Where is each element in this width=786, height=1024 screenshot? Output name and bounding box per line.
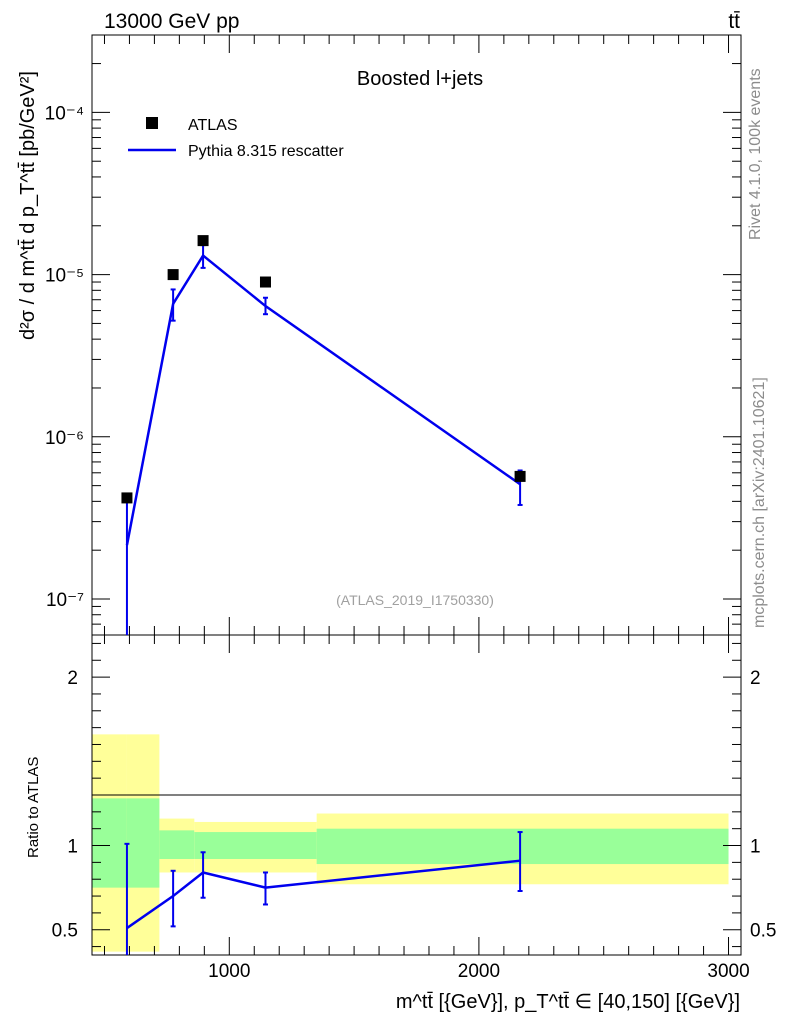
x-tick-label-3000: 3000 xyxy=(707,961,749,982)
x-tick-label-2000: 2000 xyxy=(458,961,500,982)
analysis-watermark: (ATLAS_2019_I1750330) xyxy=(336,592,494,608)
x-axis-label: m^tt̄ [{GeV}], p_T^tt̄ ∈ [40,150] [{GeV}… xyxy=(396,991,740,1013)
legend-atlas-label: ATLAS xyxy=(188,117,238,134)
y-axis-label: d²σ / d m^tt̄ d p_T^tt̄ [pb/GeV²] xyxy=(17,71,39,340)
band-green-0 xyxy=(92,798,127,888)
mc-curve xyxy=(125,253,521,546)
y-tick-label-2: 10⁻⁵ xyxy=(45,266,84,287)
legend-mc-label: Pythia 8.315 rescatter xyxy=(188,143,344,160)
atlas-data-point-3 xyxy=(259,276,271,288)
ratio-tick-label-right-2: 2 xyxy=(750,668,761,689)
legend-atlas-marker xyxy=(146,117,158,129)
ratio-axis-label: Ratio to ATLAS xyxy=(25,757,42,858)
ratio-tick-label-left-0: 0.5 xyxy=(52,921,78,942)
rivet-version-label: Rivet 4.1.0, 100k events xyxy=(747,68,764,240)
source-label: mcplots.cern.ch [arXiv:2401.10621] xyxy=(751,377,768,628)
ratio-tick-label-left-1: 1 xyxy=(67,837,78,858)
atlas-data-point-4 xyxy=(514,470,526,482)
energy-label: 13000 GeV pp xyxy=(104,10,239,33)
atlas-data-point-0 xyxy=(121,492,133,504)
band-green-4 xyxy=(316,828,729,865)
band-green-1 xyxy=(126,798,160,888)
atlas-data-point-1 xyxy=(167,269,179,281)
band-green-3 xyxy=(194,832,317,859)
plot-title: Boosted l+jets xyxy=(357,68,483,90)
y-tick-label-0: 10⁻⁷ xyxy=(46,590,84,611)
x-tick-label-1000: 1000 xyxy=(208,961,250,982)
band-green-2 xyxy=(159,830,195,859)
atlas-data-point-2 xyxy=(197,235,209,247)
axis-ticks: 1000 2000 3000 10⁻⁷ 10⁻⁶ 10⁻⁵ 10⁻⁴ 0.5 0.5 1 1 2 2 xyxy=(45,35,776,982)
process-label: tt̄ xyxy=(728,10,740,33)
ratio-tick-label-right-1: 1 xyxy=(750,837,761,858)
uncertainty-bands xyxy=(92,734,729,952)
ratio-tick-label-right-0: 0.5 xyxy=(750,921,776,942)
y-tick-label-3: 10⁻⁴ xyxy=(45,103,84,124)
data-series xyxy=(121,235,526,955)
ratio-tick-label-left-2: 2 xyxy=(67,668,78,689)
y-tick-label-1: 10⁻⁶ xyxy=(45,428,84,449)
